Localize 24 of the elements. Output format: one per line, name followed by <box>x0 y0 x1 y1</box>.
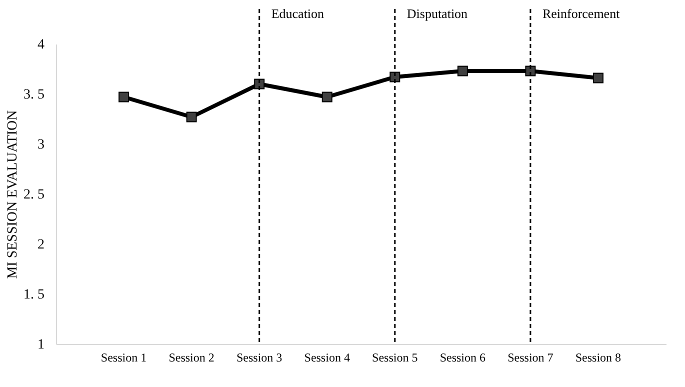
point <box>457 66 468 76</box>
y-tick-label: 2 <box>38 238 44 252</box>
x-tick-label: Session 6 <box>440 350 486 364</box>
ref-line-label: Education <box>271 6 325 21</box>
x-tick-label: Session 8 <box>575 350 622 364</box>
y-tick-label: 2. 5 <box>24 188 44 202</box>
x-tick-label: Session 5 <box>372 350 418 364</box>
point <box>186 112 197 122</box>
point <box>592 72 604 84</box>
x-tick-label: Session 7 <box>508 350 554 364</box>
ref-line-label: Disputation <box>406 6 468 21</box>
x-tick-label: Session 2 <box>168 350 214 364</box>
y-tick-label: 3. 5 <box>24 88 44 102</box>
x-tick-label: Session 1 <box>100 350 147 364</box>
y-tick-label: 1. 5 <box>24 288 44 302</box>
y-tick-label: 1 <box>38 338 44 352</box>
ref-line-label: Reinforcement <box>542 6 620 21</box>
x-tick-label: Session 3 <box>236 350 282 364</box>
x-tick-label: Session 4 <box>304 350 350 364</box>
y-tick-label: 4 <box>38 38 44 52</box>
point <box>118 92 130 102</box>
y-axis-title: MI SESSION EVALUATION <box>6 110 20 279</box>
point <box>322 92 332 102</box>
y-tick-label: 3 <box>38 138 44 152</box>
